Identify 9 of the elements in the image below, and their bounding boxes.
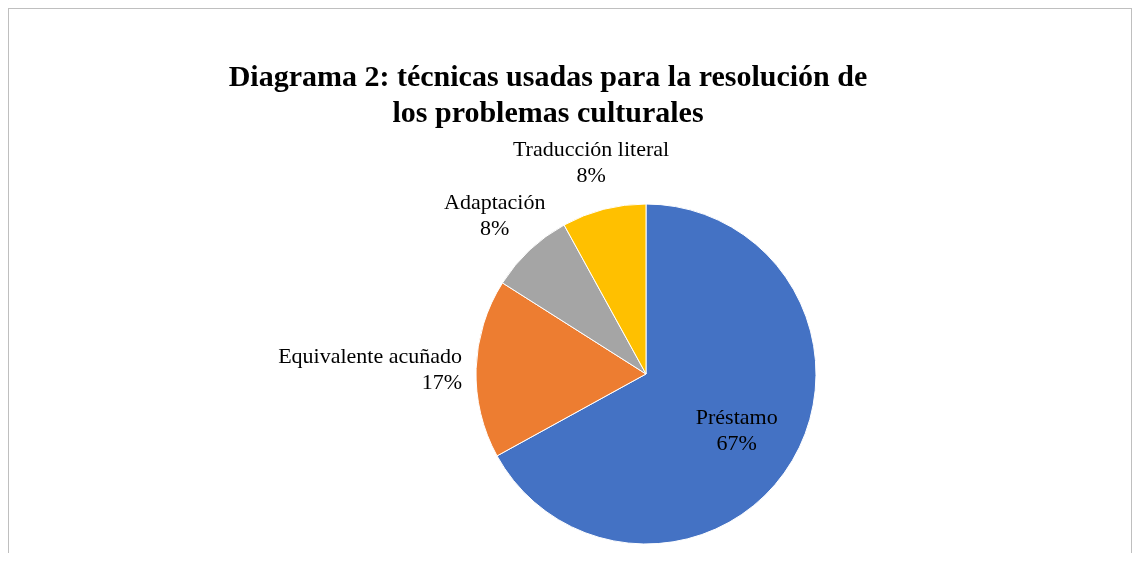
data-label: 8%	[576, 161, 606, 187]
chart-title: Diagrama 2: técnicas usadas para la resolución de los problemas culturales	[228, 59, 868, 128]
data-label: 8%	[480, 214, 510, 240]
slice-label: Préstamo	[695, 403, 778, 429]
slice-label: Adaptación	[444, 188, 546, 214]
data-label: 17%	[421, 369, 462, 395]
slice-label: Traducción literal	[512, 135, 670, 161]
data-label: 67%	[716, 429, 757, 455]
slice-label: Equivalente acuñado	[278, 343, 462, 369]
